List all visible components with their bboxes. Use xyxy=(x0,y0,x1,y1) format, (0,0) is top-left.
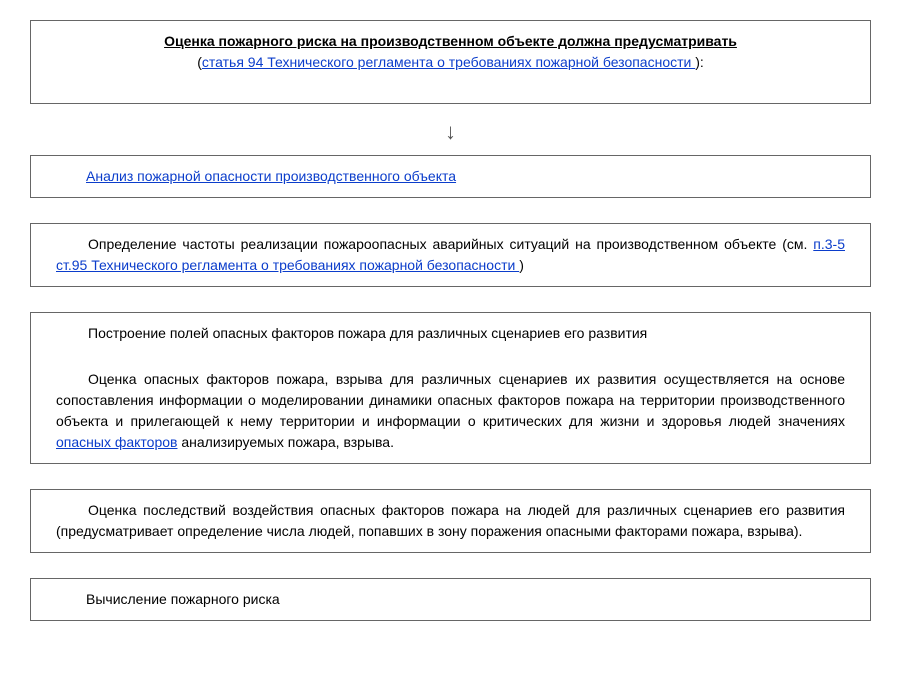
consequences-text: Оценка последствий воздействия опасных ф… xyxy=(56,500,845,542)
fields-para1: Построение полей опасных факторов пожара… xyxy=(56,323,845,344)
box-analysis: Анализ пожарной опасности производственн… xyxy=(30,155,871,198)
header-link[interactable]: статья 94 Технического регламента о треб… xyxy=(202,54,695,70)
fields-para2: Оценка опасных факторов пожара, взрыва д… xyxy=(56,369,845,453)
box-frequency: Определение частоты реализации пожароопа… xyxy=(30,223,871,287)
box-consequences: Оценка последствий воздействия опасных ф… xyxy=(30,489,871,553)
header-box: Оценка пожарного риска на производственн… xyxy=(30,20,871,104)
box-fields: Построение полей опасных факторов пожара… xyxy=(30,312,871,464)
analysis-link[interactable]: Анализ пожарной опасности производственн… xyxy=(86,168,456,184)
header-title: Оценка пожарного риска на производственн… xyxy=(164,33,737,49)
box-calculation: Вычисление пожарного риска xyxy=(30,578,871,621)
header-subtitle: (статья 94 Технического регламента о тре… xyxy=(61,52,840,73)
hazard-factors-link[interactable]: опасных факторов xyxy=(56,434,177,450)
calculation-text: Вычисление пожарного риска xyxy=(86,591,280,607)
arrow-down-icon: ↓ xyxy=(30,119,871,145)
